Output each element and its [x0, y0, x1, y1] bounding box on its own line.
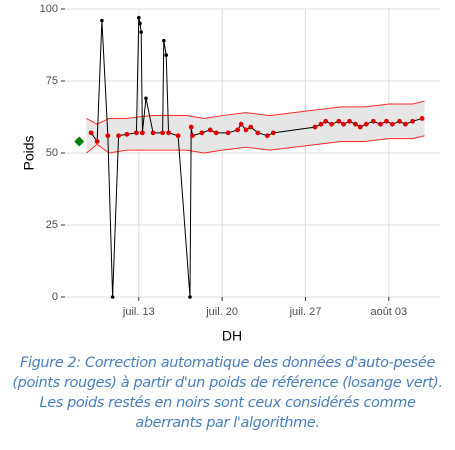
corrected-point: [384, 118, 389, 124]
corrected-point: [378, 121, 383, 127]
raw-line: [90, 17, 423, 298]
corrected-point: [88, 130, 94, 136]
corrected-point: [189, 133, 195, 139]
corrected-point: [134, 130, 139, 136]
corrected-point: [243, 127, 249, 133]
x-tick-label: août 03: [370, 306, 407, 318]
corrected-point: [213, 130, 219, 136]
corrected-point: [270, 130, 276, 136]
y-tick-label: 0: [52, 291, 58, 303]
corrected-point: [323, 118, 329, 124]
corrected-point: [357, 124, 363, 130]
reference-point: [74, 136, 85, 147]
corrected-point: [329, 121, 335, 127]
corrected-point: [312, 124, 318, 130]
corrected-point: [318, 121, 324, 127]
x-tick-label: juil. 27: [289, 306, 322, 318]
corrected-point: [188, 124, 194, 130]
corrected-point: [235, 127, 241, 133]
x-tick-label: juil. 20: [205, 306, 238, 318]
band-upper: [86, 100, 425, 125]
corrected-point: [255, 130, 261, 136]
corrected-point: [341, 121, 346, 127]
corrected-point: [389, 121, 395, 127]
corrected-point: [94, 139, 100, 144]
corrected-point: [419, 116, 425, 121]
corrected-point: [116, 133, 121, 139]
y-tick-label: 25: [46, 219, 58, 231]
corrected-point: [248, 124, 254, 130]
raw-point: [100, 18, 104, 23]
raw-point: [110, 295, 115, 299]
corrected-point: [105, 133, 111, 139]
band-area: [86, 101, 425, 153]
raw-point: [144, 96, 148, 101]
corrected-point: [124, 131, 130, 137]
corrected-point: [410, 118, 416, 124]
chart: DH Poids 0 25 50 75 100 juil. 13 juil. 20 juil.…: [21, 3, 440, 344]
y-tick-label: 50: [46, 147, 58, 159]
corrected-point: [175, 133, 181, 139]
corrected-point: [397, 118, 402, 124]
corrected-point: [264, 133, 270, 139]
corrected-point: [166, 130, 171, 136]
corrected-point: [363, 121, 369, 127]
raw-point: [139, 30, 143, 34]
x-tick-label: juil. 13: [122, 306, 155, 318]
y-tick-label: 75: [46, 75, 58, 87]
corrected-point: [160, 130, 166, 136]
raw-point: [164, 53, 168, 57]
y-tick-label: 100: [40, 3, 58, 15]
corrected-point: [336, 118, 342, 124]
corrected-point: [353, 121, 358, 127]
y-axis-label: Poids: [21, 135, 37, 170]
raw-point: [188, 295, 192, 299]
band-lower: [86, 135, 425, 154]
raw-point: [162, 38, 166, 43]
raw-point: [137, 15, 141, 20]
corrected-point: [347, 118, 352, 124]
raw-point: [138, 21, 142, 26]
corrected-point: [403, 121, 408, 127]
corrected-point: [199, 130, 205, 136]
corrected-point: [238, 121, 244, 127]
corrected-point: [207, 127, 213, 133]
corrected-point: [139, 130, 145, 136]
corrected-point: [150, 130, 156, 136]
corrected-point: [370, 118, 376, 124]
x-axis-label: DH: [222, 328, 242, 344]
corrected-point: [225, 130, 231, 136]
caption: Figure 2: Correction automatique des don…: [12, 355, 443, 431]
